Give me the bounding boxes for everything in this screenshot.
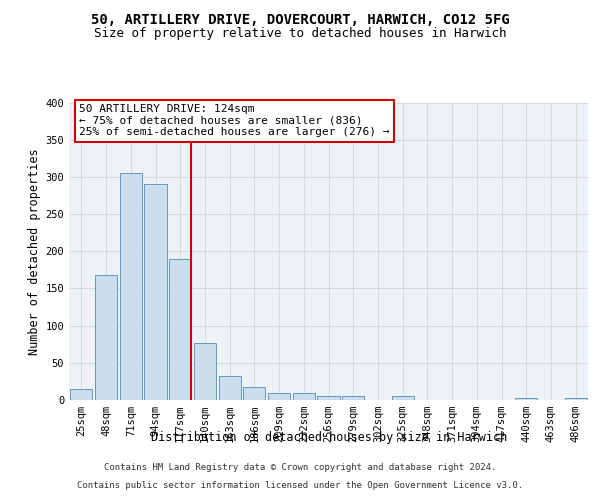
Text: Contains HM Land Registry data © Crown copyright and database right 2024.: Contains HM Land Registry data © Crown c…: [104, 464, 496, 472]
Text: Contains public sector information licensed under the Open Government Licence v3: Contains public sector information licen…: [77, 481, 523, 490]
Bar: [392, 396, 414, 400]
Bar: [119, 173, 142, 400]
Text: 50, ARTILLERY DRIVE, DOVERCOURT, HARWICH, CO12 5FG: 50, ARTILLERY DRIVE, DOVERCOURT, HARWICH…: [91, 12, 509, 26]
Bar: [317, 396, 340, 400]
Bar: [169, 258, 191, 400]
Bar: [95, 275, 117, 400]
Bar: [293, 394, 315, 400]
Bar: [194, 342, 216, 400]
Bar: [268, 394, 290, 400]
Bar: [218, 376, 241, 400]
Bar: [565, 398, 587, 400]
Text: Size of property relative to detached houses in Harwich: Size of property relative to detached ho…: [94, 28, 506, 40]
Bar: [70, 389, 92, 400]
Text: Distribution of detached houses by size in Harwich: Distribution of detached houses by size …: [151, 431, 507, 444]
Bar: [342, 396, 364, 400]
Bar: [515, 398, 538, 400]
Y-axis label: Number of detached properties: Number of detached properties: [28, 148, 41, 354]
Bar: [243, 386, 265, 400]
Bar: [145, 184, 167, 400]
Text: 50 ARTILLERY DRIVE: 124sqm
← 75% of detached houses are smaller (836)
25% of sem: 50 ARTILLERY DRIVE: 124sqm ← 75% of deta…: [79, 104, 390, 137]
